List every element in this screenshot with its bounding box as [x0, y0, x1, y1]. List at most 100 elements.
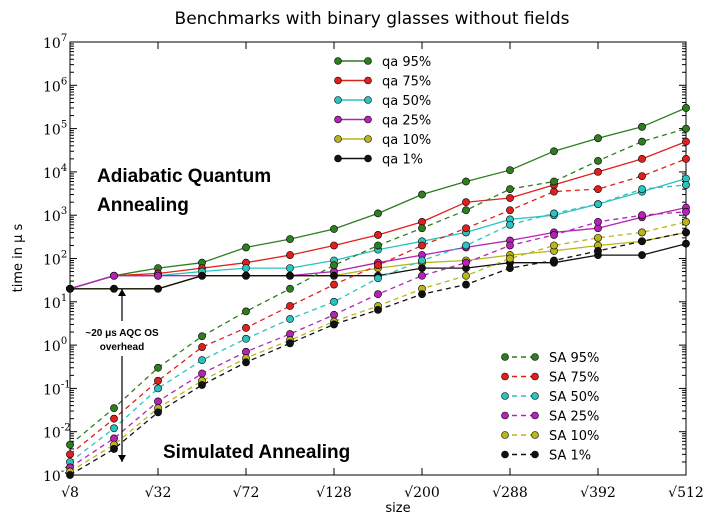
data-point: [374, 306, 382, 314]
data-point: [418, 271, 426, 280]
data-point: [638, 172, 646, 180]
plot-area: 10-3 10-2 10-1 100 101 102 103 104 105 106 107 √8 √3…: [43, 33, 704, 501]
data-point: [506, 241, 514, 250]
data-point: [462, 280, 470, 289]
data-point: [198, 271, 206, 280]
data-point: [682, 239, 690, 248]
data-point: [66, 440, 74, 449]
data-point: [682, 154, 690, 163]
x-tick-label: √32: [145, 485, 172, 501]
data-point: [506, 166, 514, 175]
data-point: [286, 271, 294, 280]
legend-qa-marker: [334, 135, 342, 143]
legend-sa-label: SA 75%: [549, 371, 599, 386]
annotation-overhead-line2: overhead: [100, 342, 144, 353]
legend-sa-marker: [501, 450, 509, 459]
data-point: [462, 206, 470, 215]
data-point: [594, 156, 602, 165]
annotation-aqa-line2: Annealing: [97, 195, 189, 216]
data-point: [198, 369, 206, 378]
legend-sa-label: SA 25%: [549, 410, 599, 425]
legend-qa-marker: [334, 115, 342, 124]
data-point: [154, 408, 162, 417]
legend-sa-marker: [501, 411, 509, 420]
data-point: [638, 185, 646, 194]
data-point: [286, 339, 294, 348]
data-point: [154, 363, 162, 372]
legend-qa-marker: [364, 115, 372, 124]
data-point: [550, 256, 558, 265]
data-point: [242, 358, 250, 367]
data-point: [550, 177, 558, 186]
y-tick-label: 106: [43, 76, 67, 95]
data-point: [330, 241, 338, 250]
legend-qa-label: qa 1%: [382, 153, 423, 168]
y-tick-label: 103: [43, 206, 67, 225]
data-point: [242, 264, 250, 273]
x-tick-label: √128: [316, 485, 352, 501]
data-point: [594, 134, 602, 143]
data-point: [198, 381, 206, 389]
data-point: [418, 290, 426, 299]
data-point: [638, 251, 646, 259]
legend-qa-marker: [334, 96, 342, 104]
data-point: [374, 241, 382, 250]
data-point: [418, 190, 426, 199]
legend-sa-marker: [531, 431, 539, 439]
data-point: [66, 450, 74, 459]
data-point: [638, 211, 646, 220]
data-point: [418, 264, 426, 273]
y-tick-label: 104: [43, 163, 67, 182]
data-point: [110, 424, 118, 433]
data-point: [330, 310, 338, 319]
data-point: [198, 356, 206, 365]
data-point: [550, 187, 558, 196]
legend-sa-marker: [531, 372, 539, 381]
data-point: [506, 254, 514, 263]
legend-qa-label: qa 75%: [382, 75, 431, 90]
legend-qa-marker: [364, 135, 372, 143]
data-point: [550, 231, 558, 239]
data-point: [550, 241, 558, 250]
chart-title: Benchmarks with binary glasses without f…: [175, 9, 570, 29]
y-tick-label: 101: [43, 293, 67, 312]
y-tick-label: 100: [43, 336, 67, 355]
legend-sa-marker: [501, 431, 509, 439]
data-point: [418, 241, 426, 250]
y-tick-label: 10-1: [43, 379, 71, 398]
data-point: [462, 241, 470, 250]
data-point: [638, 237, 646, 246]
data-point: [154, 376, 162, 385]
data-point: [682, 124, 690, 133]
data-point: [286, 315, 294, 323]
legend-qa-marker: [334, 57, 342, 65]
legend-qa-marker: [364, 76, 372, 85]
data-point: [242, 271, 250, 280]
legend-sa-label: SA 1%: [549, 449, 591, 464]
data-point: [594, 185, 602, 194]
data-point: [638, 228, 646, 237]
data-point: [374, 290, 382, 299]
y-tick-label: 10-3: [43, 466, 71, 485]
data-point: [330, 297, 338, 306]
data-point: [242, 323, 250, 332]
data-point: [462, 224, 470, 233]
data-point: [374, 231, 382, 239]
data-point: [286, 302, 294, 310]
x-tick-label: √392: [580, 485, 616, 501]
data-point: [330, 280, 338, 289]
data-point: [242, 307, 250, 316]
legend-sa-label: SA 10%: [549, 429, 599, 444]
data-point: [154, 271, 162, 280]
data-point: [594, 167, 602, 176]
legend-sa-marker: [531, 450, 539, 459]
legend-qa-marker: [364, 96, 372, 104]
data-point: [506, 185, 514, 194]
data-point: [198, 343, 206, 351]
arrowhead-down: [118, 455, 126, 462]
legend-qa-label: qa 95%: [382, 55, 431, 70]
y-tick-label: 10-2: [43, 423, 71, 442]
x-tick-label: √8: [61, 485, 79, 501]
data-point: [594, 200, 602, 209]
